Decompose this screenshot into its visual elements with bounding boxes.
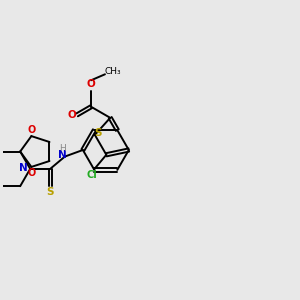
Text: CH₃: CH₃ <box>105 68 121 76</box>
Text: O: O <box>68 110 76 120</box>
Text: H: H <box>59 144 66 153</box>
Text: O: O <box>27 168 35 178</box>
Text: N: N <box>19 163 28 173</box>
Text: S: S <box>94 128 102 138</box>
Text: O: O <box>27 125 35 135</box>
Text: Cl: Cl <box>86 170 97 180</box>
Text: O: O <box>87 79 95 89</box>
Text: N: N <box>58 150 67 160</box>
Text: S: S <box>46 187 54 197</box>
